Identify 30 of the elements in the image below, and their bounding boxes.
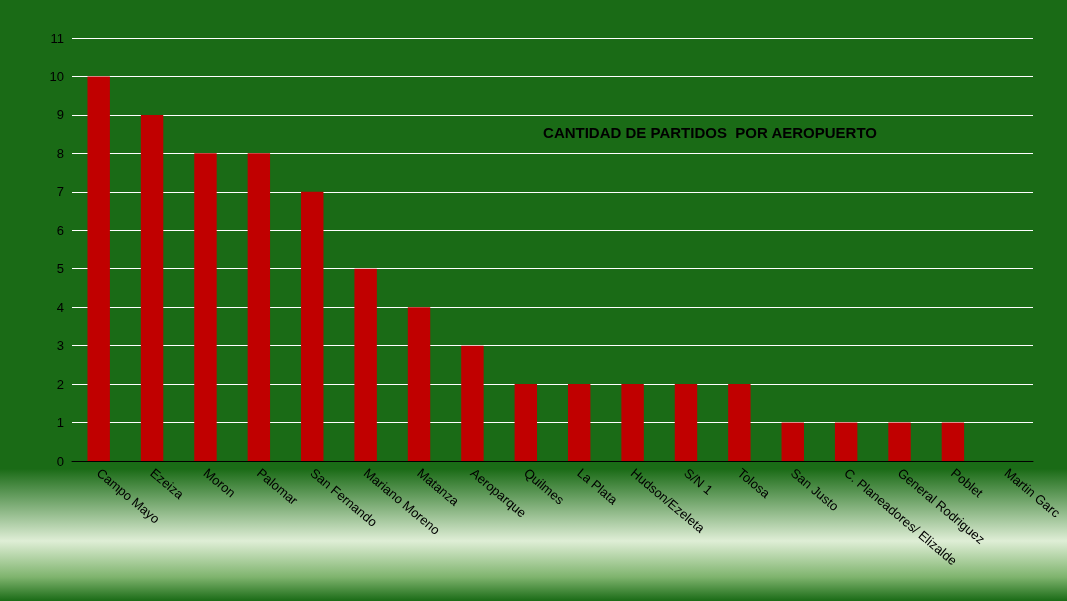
y-tick-label: 6 xyxy=(56,222,64,238)
bar xyxy=(301,191,324,461)
y-tick-label: 7 xyxy=(56,184,64,200)
bar xyxy=(194,153,217,461)
bar xyxy=(941,422,965,461)
y-tick-label: 1 xyxy=(56,415,64,431)
y-tick-label: 8 xyxy=(56,145,64,161)
y-tick-label: 2 xyxy=(56,376,64,392)
bar xyxy=(514,384,538,461)
bar xyxy=(354,268,377,461)
bar xyxy=(247,153,271,461)
bar xyxy=(621,384,644,461)
bar xyxy=(461,345,484,461)
bar xyxy=(140,114,164,461)
y-tick-label: 10 xyxy=(49,68,64,84)
y-tick-label: 9 xyxy=(56,107,64,123)
text: CANTIDAD DE PARTIDOS POR AEROPUERTO xyxy=(543,124,878,141)
y-tick-label: 4 xyxy=(56,299,64,315)
y-tick-label: 0 xyxy=(56,453,64,469)
bar xyxy=(407,307,431,461)
bar xyxy=(834,422,858,461)
bar xyxy=(674,384,698,461)
bar xyxy=(728,384,751,461)
y-tick-label: 5 xyxy=(56,261,64,277)
bar xyxy=(888,422,911,461)
bar xyxy=(87,76,110,461)
bar xyxy=(781,422,804,461)
y-tick-label: 11 xyxy=(50,30,64,46)
bar xyxy=(567,384,591,461)
y-tick-label: 3 xyxy=(56,338,64,354)
